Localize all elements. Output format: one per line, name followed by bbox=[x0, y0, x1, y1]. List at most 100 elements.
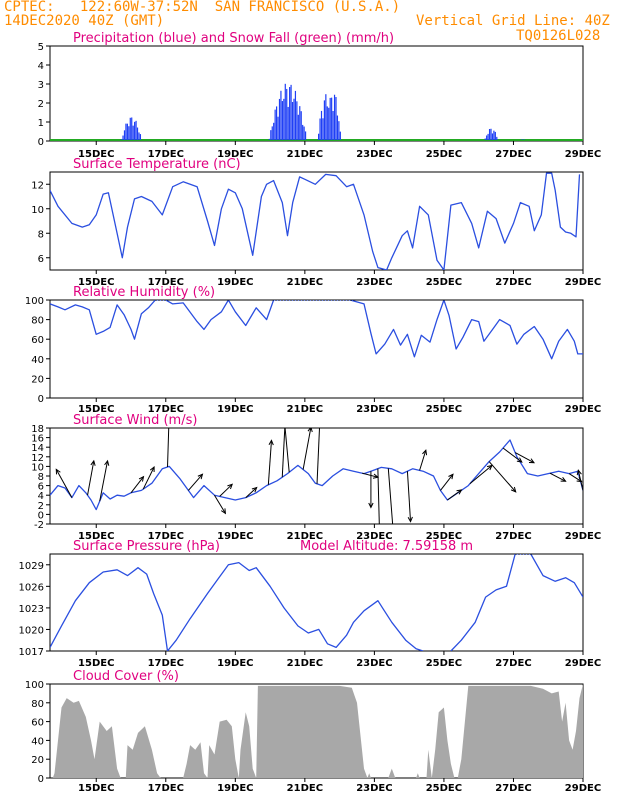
x-tick-label: 21DEC bbox=[287, 404, 323, 415]
x-tick-label: 17DEC bbox=[148, 783, 184, 794]
precip-bar bbox=[338, 121, 340, 140]
x-tick-label: 17DEC bbox=[148, 531, 184, 542]
x-tick-label: 15DEC bbox=[78, 149, 114, 160]
panel-title: Precipitation (blue) and Snow Fall (gree… bbox=[73, 31, 394, 46]
y-tick-label: 3 bbox=[38, 80, 44, 91]
y-tick-label: 8 bbox=[38, 472, 44, 483]
wind-arrow bbox=[377, 468, 380, 524]
precip-bar bbox=[336, 115, 339, 140]
precip-bar bbox=[297, 114, 299, 140]
x-tick-label: 17DEC bbox=[148, 404, 184, 415]
precip-bar bbox=[493, 130, 495, 140]
x-tick-label: 15DEC bbox=[78, 404, 114, 415]
precip-bar bbox=[283, 98, 285, 140]
x-tick-label: 21DEC bbox=[287, 277, 323, 288]
precip-bar bbox=[274, 109, 276, 140]
y-tick-label: 12 bbox=[31, 180, 44, 191]
x-tick-label: 21DEC bbox=[287, 149, 323, 160]
precip-bar bbox=[134, 121, 136, 140]
precip-bar bbox=[486, 135, 488, 140]
y-tick-label: 1 bbox=[38, 118, 44, 129]
series-line bbox=[50, 300, 583, 360]
wind-arrow bbox=[549, 472, 567, 482]
x-tick-label: 19DEC bbox=[217, 658, 253, 669]
wind-arrow bbox=[469, 464, 493, 484]
y-tick-label: 60 bbox=[31, 335, 44, 346]
y-tick-label: 80 bbox=[31, 316, 44, 327]
precip-bar bbox=[280, 90, 282, 140]
wind-arrow bbox=[87, 459, 96, 496]
y-tick-label: 20 bbox=[31, 755, 44, 766]
y-tick-label: 4 bbox=[38, 491, 44, 502]
y-tick-label: 0 bbox=[38, 774, 44, 785]
y-tick-label: 0 bbox=[38, 394, 44, 405]
panel-6: Cloud Cover (%) 0 20 40 60 80 100 15DEC 17DEC 19D… bbox=[25, 669, 601, 794]
precip-bar bbox=[320, 110, 323, 140]
wind-arrow bbox=[576, 469, 583, 491]
y-tick-label: 16 bbox=[31, 434, 44, 445]
y-tick-label: 100 bbox=[25, 680, 44, 691]
precip-bar bbox=[339, 131, 341, 140]
wind-arrow bbox=[406, 471, 413, 523]
wind-arrow bbox=[502, 447, 523, 463]
panel-title: Cloud Cover (%) bbox=[73, 669, 179, 684]
x-tick-label: 19DEC bbox=[217, 404, 253, 415]
panel-5: Surface Pressure (hPa) Model Altitude: 7.… bbox=[19, 539, 602, 669]
wind-arrow bbox=[188, 473, 204, 491]
x-tick-label: 17DEC bbox=[148, 149, 184, 160]
y-tick-label: 100 bbox=[25, 296, 44, 307]
precip-bar bbox=[128, 126, 130, 140]
precip-bar bbox=[123, 130, 126, 140]
wind-arrow bbox=[130, 475, 145, 494]
x-tick-label: 27DEC bbox=[495, 404, 531, 415]
precip-bar bbox=[131, 117, 133, 140]
precip-bar bbox=[290, 84, 292, 140]
x-tick-label: 17DEC bbox=[148, 658, 184, 669]
x-tick-label: 29DEC bbox=[565, 658, 601, 669]
wind-arrow bbox=[281, 428, 286, 478]
x-tick-label: 23DEC bbox=[356, 149, 392, 160]
panel-1: Precipitation (blue) and Snow Fall (gree… bbox=[38, 31, 602, 160]
x-tick-label: 19DEC bbox=[217, 149, 253, 160]
wind-arrow bbox=[419, 449, 428, 471]
y-tick-label: 1020 bbox=[19, 625, 44, 636]
series-line bbox=[450, 554, 583, 651]
panel-3: Relative Humidity (%) 0 20 40 60 80 100 15DEC 17… bbox=[25, 285, 601, 415]
x-tick-label: 29DEC bbox=[565, 404, 601, 415]
precip-bar bbox=[331, 97, 333, 140]
precip-bar bbox=[122, 135, 124, 140]
x-tick-label: 15DEC bbox=[78, 658, 114, 669]
x-tick-label: 29DEC bbox=[565, 783, 601, 794]
precip-bar bbox=[273, 122, 275, 140]
x-tick-label: 25DEC bbox=[426, 531, 462, 542]
wind-arrow bbox=[387, 468, 395, 524]
y-tick-label: 6 bbox=[38, 482, 44, 493]
y-tick-label: 10 bbox=[31, 205, 44, 216]
precip-bar bbox=[491, 133, 494, 140]
precip-bar bbox=[496, 136, 498, 140]
series-line bbox=[50, 561, 424, 651]
precip-bar bbox=[303, 126, 305, 140]
precip-bar bbox=[268, 138, 270, 140]
wind-arrow bbox=[267, 439, 274, 485]
y-tick-label: 5 bbox=[38, 42, 44, 53]
y-tick-label: 12 bbox=[31, 453, 44, 464]
panel-frame bbox=[49, 427, 584, 525]
x-tick-label: 29DEC bbox=[565, 277, 601, 288]
precip-bar bbox=[299, 106, 301, 140]
precip-bar bbox=[270, 130, 272, 140]
precip-bar bbox=[318, 133, 320, 140]
cloud-cover-area bbox=[50, 684, 583, 778]
wind-arrow bbox=[514, 452, 535, 464]
wind-arrow bbox=[440, 473, 454, 491]
x-tick-label: 27DEC bbox=[495, 531, 531, 542]
wind-arrow bbox=[316, 428, 320, 484]
precip-bar bbox=[328, 107, 330, 140]
x-tick-label: 27DEC bbox=[495, 658, 531, 669]
y-tick-label: 20 bbox=[31, 374, 44, 385]
y-tick-label: 1017 bbox=[19, 647, 44, 658]
x-tick-label: 19DEC bbox=[217, 277, 253, 288]
panel-title: Surface Pressure (hPa) bbox=[73, 539, 220, 554]
x-tick-label: 15DEC bbox=[78, 531, 114, 542]
